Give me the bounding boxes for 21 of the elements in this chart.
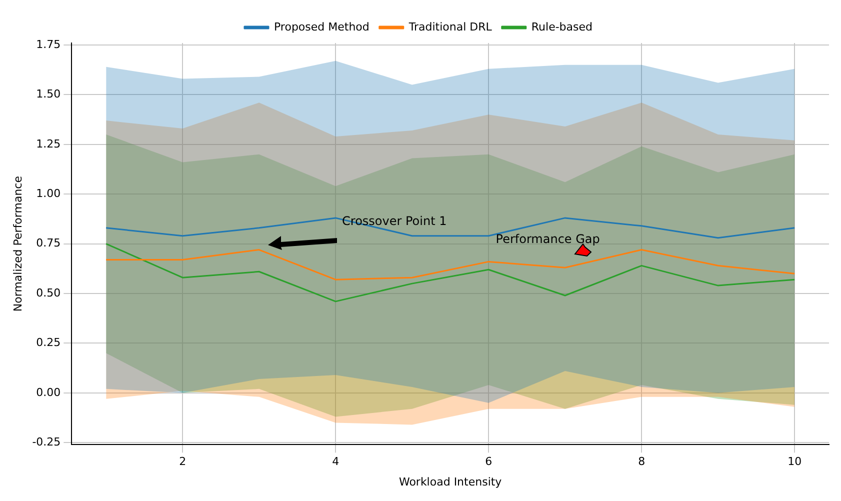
x-axis-title: Workload Intensity <box>398 475 502 488</box>
legend-label: Traditional DRL <box>408 20 493 34</box>
y-tick-label: 1.00 <box>36 186 61 200</box>
x-tick-label: 2 <box>179 455 186 468</box>
x-tick-label: 8 <box>638 455 646 468</box>
annotation: Crossover Point 1 <box>342 214 447 228</box>
y-tick-label: -0.25 <box>32 435 61 448</box>
legend-label: Proposed Method <box>274 20 370 34</box>
x-tick-label: 4 <box>332 455 340 468</box>
x-tick-label: 10 <box>788 455 802 468</box>
y-tick-label: 1.75 <box>36 38 61 51</box>
annotation: Performance Gap <box>496 232 600 246</box>
y-tick-label: 1.50 <box>36 88 61 101</box>
y-axis-title: Normalized Performance <box>11 176 24 312</box>
y-tick-label: 0.00 <box>36 386 61 399</box>
legend-label: Rule-based <box>531 20 593 34</box>
y-tick-label: 0.50 <box>36 286 61 300</box>
y-tick-label: 0.25 <box>36 336 61 350</box>
y-tick-label: 0.75 <box>36 236 61 250</box>
x-tick-label: 6 <box>485 455 492 468</box>
y-tick-label: 1.25 <box>36 137 61 150</box>
